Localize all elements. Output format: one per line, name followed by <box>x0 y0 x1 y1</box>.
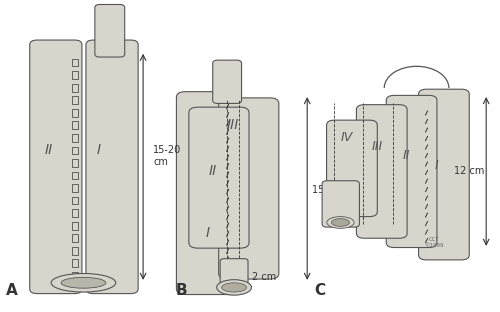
Text: 15-20
cm: 15-20 cm <box>153 145 182 167</box>
FancyBboxPatch shape <box>95 4 124 57</box>
Text: IV: IV <box>341 131 353 144</box>
FancyBboxPatch shape <box>176 92 236 295</box>
Text: III: III <box>226 118 239 132</box>
FancyBboxPatch shape <box>356 105 407 238</box>
Bar <box>72 121 78 129</box>
Bar <box>72 59 78 66</box>
Bar <box>72 172 78 179</box>
Text: II: II <box>403 149 410 163</box>
Bar <box>72 234 78 242</box>
Bar <box>72 247 78 255</box>
Text: III: III <box>371 140 382 153</box>
Bar <box>72 184 78 192</box>
Ellipse shape <box>332 219 349 226</box>
Text: I: I <box>434 159 438 172</box>
Text: II: II <box>44 143 53 157</box>
Text: 2 cm: 2 cm <box>252 272 276 282</box>
Bar <box>72 84 78 92</box>
FancyBboxPatch shape <box>326 120 378 217</box>
Bar <box>72 272 78 280</box>
Text: I: I <box>96 143 100 157</box>
Text: B: B <box>176 283 187 298</box>
FancyBboxPatch shape <box>86 40 138 294</box>
Ellipse shape <box>222 283 246 292</box>
Bar <box>72 134 78 142</box>
Ellipse shape <box>216 280 252 295</box>
Ellipse shape <box>51 274 116 292</box>
Text: I: I <box>206 226 210 240</box>
Bar <box>72 109 78 117</box>
Bar <box>72 259 78 267</box>
Text: 12 cm: 12 cm <box>454 167 484 177</box>
Bar <box>72 71 78 79</box>
FancyBboxPatch shape <box>189 107 249 248</box>
Text: CCF
©1999: CCF ©1999 <box>424 237 444 248</box>
FancyBboxPatch shape <box>418 89 470 260</box>
Bar <box>72 96 78 104</box>
Text: 15 cm: 15 cm <box>312 185 342 195</box>
Bar <box>72 209 78 217</box>
Ellipse shape <box>327 217 354 228</box>
FancyBboxPatch shape <box>322 181 360 227</box>
Ellipse shape <box>61 277 106 288</box>
Bar <box>72 222 78 230</box>
FancyBboxPatch shape <box>30 40 82 294</box>
Text: C: C <box>314 283 326 298</box>
Text: II: II <box>208 164 217 178</box>
Bar <box>72 159 78 167</box>
FancyBboxPatch shape <box>218 98 279 279</box>
FancyBboxPatch shape <box>386 95 437 247</box>
Bar <box>72 147 78 154</box>
FancyBboxPatch shape <box>212 60 242 104</box>
FancyBboxPatch shape <box>220 259 248 291</box>
Bar <box>72 197 78 204</box>
Text: A: A <box>6 283 18 298</box>
